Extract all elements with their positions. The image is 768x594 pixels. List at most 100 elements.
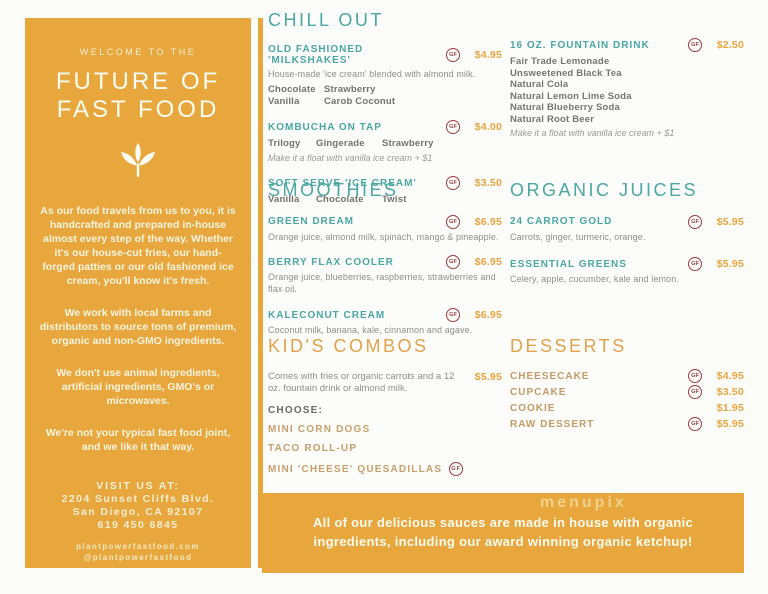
flavor-item: Unsweetened Black Tea [510, 67, 622, 79]
item-price: $4.00 [474, 121, 502, 134]
gf-label: GF [691, 373, 699, 380]
item-price: $4.95 [716, 370, 744, 383]
section-smoothies: SMOOTHIES GREEN DREAM GF $6.95 Orange ju… [268, 180, 502, 337]
gf-label: GF [691, 421, 699, 428]
item-name: KALECONUT CREAM [268, 309, 386, 321]
gluten-free-icon: GF [688, 38, 702, 52]
kids-option: TACO ROLL-UP [268, 443, 358, 455]
address-line: 619 450 6845 [97, 518, 179, 531]
flavor-list: Fair Trade Lemonade Unsweetened Black Te… [510, 56, 744, 125]
flavor-item: Fair Trade Lemonade [510, 56, 610, 67]
menu-item-soft-serve: SOFT SERVE 'ICE CREAM' GF $3.50 Vanilla … [268, 176, 502, 206]
item-description: Carrots, ginger, turmeric, orange. [510, 231, 646, 242]
kids-combo-row: Comes with fries or organic carrots and … [268, 371, 502, 396]
sidebar: WELCOME TO THE FUTURE OF FAST FOOD As ou… [25, 18, 251, 568]
sidebar-paragraph: We don't use animal ingredients, artific… [56, 366, 220, 407]
item-options: Chocolate Strawberry Vanilla Carob Cocon… [268, 84, 502, 108]
gluten-free-icon: GF [688, 214, 702, 229]
option-label: Twist [382, 194, 407, 206]
brand-title-line2: FAST FOOD [56, 96, 220, 124]
menu-item: ESSENTIAL GREENS GF $5.95 Celery, apple,… [510, 257, 744, 286]
flavor-item: Natural Root Beer [510, 113, 595, 125]
gf-label: GF [449, 218, 457, 225]
website-text: plantpowerfastfood.com [76, 541, 200, 551]
option-label: Vanilla [268, 194, 300, 206]
gf-label: GF [449, 124, 457, 131]
section-organic-juices: ORGANIC JUICES 24 CARROT GOLD GF $5.95 C… [510, 180, 744, 286]
brand-title: FUTURE OF FAST FOOD [39, 68, 237, 124]
banner-text-line2: ingredients, including our award winning… [313, 533, 693, 549]
item-price: $5.95 [474, 370, 502, 383]
option-label: Gingerade [316, 138, 365, 150]
option-label: Strawberry [382, 138, 434, 150]
gf-label: GF [449, 51, 457, 58]
option-label: Vanilla [268, 96, 300, 108]
item-description: Celery, apple, cucumber, kale and lemon. [510, 274, 679, 285]
gluten-free-icon: GF [446, 308, 460, 323]
item-price: $6.95 [474, 215, 502, 228]
sidebar-paragraph: We work with local farms and distributor… [39, 306, 237, 347]
gf-label: GF [451, 466, 462, 473]
item-note: Make it a float with vanilla ice cream +… [510, 128, 675, 139]
gf-label: GF [691, 42, 699, 48]
item-price: $5.95 [716, 215, 744, 228]
item-name: GREEN DREAM [268, 216, 355, 228]
sidebar-paragraph: As our food travels from us to you, it i… [40, 205, 236, 287]
section-desserts: DESSERTS CHEESECAKE GF $4.95 CUPCAKE GF … [510, 336, 744, 432]
flavor-item: Natural Lemon Lime Soda [510, 90, 632, 102]
kids-option: MINI 'CHEESE' QUESADILLAS GF [268, 462, 502, 477]
section-title: KID'S COMBOS [268, 336, 429, 356]
menu-item: 24 CARROT GOLD GF $5.95 Carrots, ginger,… [510, 214, 744, 244]
choose-label: CHOOSE: [268, 405, 324, 417]
gluten-free-icon: GF [446, 176, 460, 191]
gluten-free-icon: GF [446, 120, 460, 135]
menu-item-fountain-drink: 16 OZ. FOUNTAIN DRINK GF $2.50 [510, 38, 744, 52]
address-line: 2204 Sunset Cliffs Blvd. [61, 492, 215, 505]
item-description: Coconut milk, banana, kale, cinnamon and… [268, 325, 473, 336]
item-name: KOMBUCHA ON TAP [268, 121, 382, 133]
item-name: RAW DESSERT [510, 418, 595, 430]
sidebar-footer: plantpowerfastfood.com @plantpowerfastfo… [39, 542, 237, 564]
item-name: 16 OZ. FOUNTAIN DRINK [510, 39, 650, 51]
menu-item: CHEESECAKE GF $4.95 [510, 369, 744, 384]
item-name: COOKIE [510, 402, 556, 414]
gf-label: GF [449, 180, 457, 187]
item-price: $5.95 [716, 418, 744, 431]
item-name: ESSENTIAL GREENS [510, 258, 627, 270]
brand-title-line1: FUTURE OF [55, 68, 221, 95]
item-name: BERRY FLAX COOLER [268, 256, 394, 268]
gluten-free-icon: GF [449, 462, 464, 477]
menupix-watermark: menupix [540, 494, 627, 511]
kids-option-label: MINI 'CHEESE' QUESADILLAS [268, 463, 443, 475]
section-kids-combos: KID'S COMBOS Comes with fries or organic… [268, 336, 502, 477]
gluten-free-icon: GF [446, 47, 460, 62]
section-title: CHILL OUT [268, 10, 384, 30]
item-name: CHEESECAKE [510, 370, 590, 382]
gluten-free-icon: GF [446, 255, 460, 270]
item-price: $3.50 [716, 386, 744, 399]
sprout-leaf-icon [39, 143, 237, 184]
menu-item-kombucha: KOMBUCHA ON TAP GF $4.00 Trilogy Gingera… [268, 120, 502, 163]
option-label: Carob Coconut [324, 96, 396, 108]
gf-label: GF [449, 259, 457, 266]
item-name: CUPCAKE [510, 386, 567, 398]
gluten-free-icon: GF [688, 257, 702, 272]
sauces-banner: All of our delicious sauces are made in … [262, 493, 744, 573]
option-label: Chocolate [268, 84, 316, 96]
kids-description: Comes with fries or organic carrots and … [268, 370, 455, 394]
gluten-free-icon: GF [688, 369, 702, 384]
banner-text-line1: All of our delicious sauces are made in … [312, 515, 694, 530]
social-handle: @plantpowerfastfood [83, 552, 193, 562]
menu-item-milkshakes: OLD FASHIONED 'MILKSHAKES' GF $4.95 Hous… [268, 44, 502, 109]
item-name: 24 CARROT GOLD [510, 216, 613, 228]
menu-item: RAW DESSERT GF $5.95 [510, 417, 744, 432]
menu-item: BERRY FLAX COOLER GF $6.95 Orange juice,… [268, 255, 502, 296]
item-price: $3.50 [474, 177, 502, 190]
option-label: Trilogy [268, 138, 301, 150]
gluten-free-icon: GF [446, 214, 460, 229]
item-price: $5.95 [716, 258, 744, 271]
item-description: Orange juice, blueberries, raspberries, … [268, 272, 496, 295]
item-price: $6.95 [474, 309, 502, 322]
item-description: House-made 'ice cream' blended with almo… [268, 68, 476, 79]
kids-option: MINI CORN DOGS [268, 424, 371, 436]
